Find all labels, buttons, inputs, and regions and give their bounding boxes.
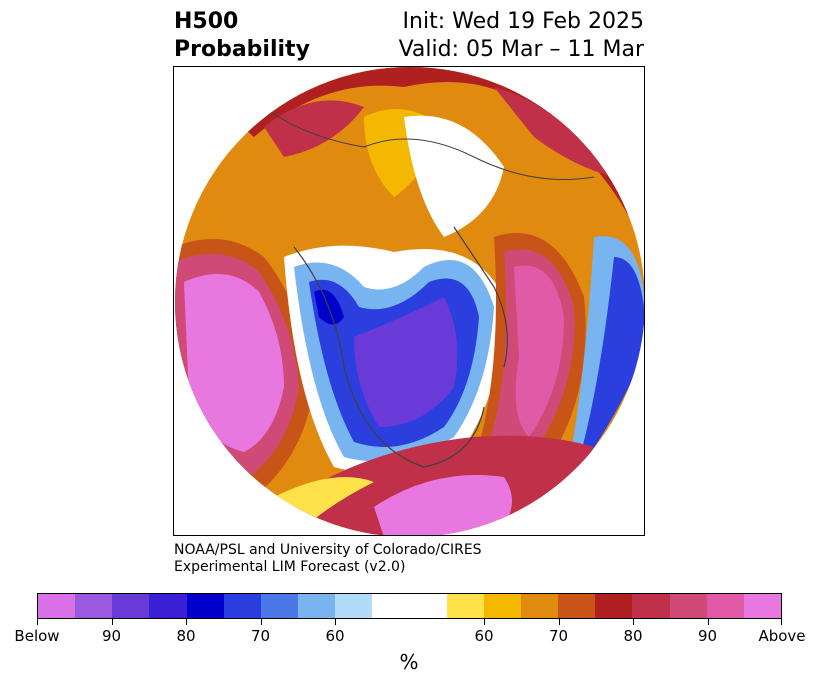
pole-neutral xyxy=(404,115,504,237)
map-panel xyxy=(173,66,645,536)
colorbar-tick xyxy=(335,619,336,625)
map-disk xyxy=(175,67,644,535)
colorbar-swatch xyxy=(706,594,744,618)
colorbar-tick-label: 80 xyxy=(623,627,643,645)
credit-line-1: NOAA/PSL and University of Colorado/CIRE… xyxy=(174,542,482,558)
title-right: Init: Wed 19 Feb 2025 Valid: 05 Mar – 11… xyxy=(399,8,644,64)
coastline-arctic xyxy=(263,106,595,180)
colorbar-swatch xyxy=(186,594,224,618)
colorbar-tick-label: 70 xyxy=(548,627,569,645)
colorbar-swatch xyxy=(372,594,447,618)
europe-blue xyxy=(574,257,644,477)
title-left: H500 Probability xyxy=(174,8,310,64)
colorbar-swatch xyxy=(335,594,373,618)
pacific-pink-core xyxy=(184,274,284,452)
colorbar xyxy=(37,593,782,619)
init-date: Init: Wed 19 Feb 2025 xyxy=(402,9,644,34)
colorbar-swatch xyxy=(446,594,484,618)
colorbar-tick xyxy=(707,619,709,625)
colorbar-tick xyxy=(37,619,38,625)
colorbar-swatch xyxy=(669,594,707,618)
colorbar-unit: % xyxy=(399,650,419,674)
colorbar-tick-label: 60 xyxy=(474,627,494,645)
title-quantity: Probability xyxy=(174,37,310,62)
credit-text: NOAA/PSL and University of Colorado/CIRE… xyxy=(174,542,482,576)
north-orange-band xyxy=(234,117,634,257)
colorbar-tick xyxy=(781,619,782,625)
colorbar-swatch xyxy=(260,594,299,618)
colorbar-swatch xyxy=(521,594,559,618)
colorbar-tick xyxy=(633,619,634,625)
northeast-red-core xyxy=(494,87,614,177)
colorbar-tick-label: 90 xyxy=(697,627,718,645)
colorbar-tick xyxy=(186,619,187,625)
colorbar-swatch xyxy=(112,594,150,618)
colorbar-tick xyxy=(558,619,560,625)
colorbar-swatch xyxy=(75,594,113,618)
northwest-red-core xyxy=(264,100,364,157)
colorbar-tick-label: Above xyxy=(758,627,806,645)
credit-line-2: Experimental LIM Forecast (v2.0) xyxy=(174,559,406,575)
colorbar-swatch xyxy=(632,594,670,618)
colorbar-tick-label: Below xyxy=(14,627,60,645)
colorbar-tick-label: 80 xyxy=(176,627,196,645)
colorbar-swatch xyxy=(298,594,336,618)
colorbar-swatch xyxy=(743,594,782,618)
colorbar-swatch xyxy=(149,594,187,618)
colorbar-swatch xyxy=(483,594,522,618)
colorbar-tick xyxy=(484,619,485,625)
colorbar-tick-label: 60 xyxy=(325,627,345,645)
colorbar-swatch xyxy=(38,594,76,618)
coastline-west xyxy=(293,246,485,468)
valid-range: Valid: 05 Mar – 11 Mar xyxy=(398,37,644,62)
colorbar-swatch xyxy=(558,594,596,618)
coastline-east xyxy=(453,226,508,368)
colorbar-tick-label: 90 xyxy=(101,627,122,645)
title-variable: H500 xyxy=(174,9,239,34)
colorbar-tick-label: 70 xyxy=(250,627,271,645)
colorbar-tick xyxy=(260,619,262,625)
colorbar-tick xyxy=(111,619,113,625)
colorbar-swatch xyxy=(595,594,633,618)
colorbar-swatch xyxy=(223,594,261,618)
atlantic-pink-core xyxy=(514,265,564,437)
probability-map xyxy=(175,67,644,535)
south-pink-core xyxy=(374,475,512,535)
trough-purple-core xyxy=(354,297,458,427)
